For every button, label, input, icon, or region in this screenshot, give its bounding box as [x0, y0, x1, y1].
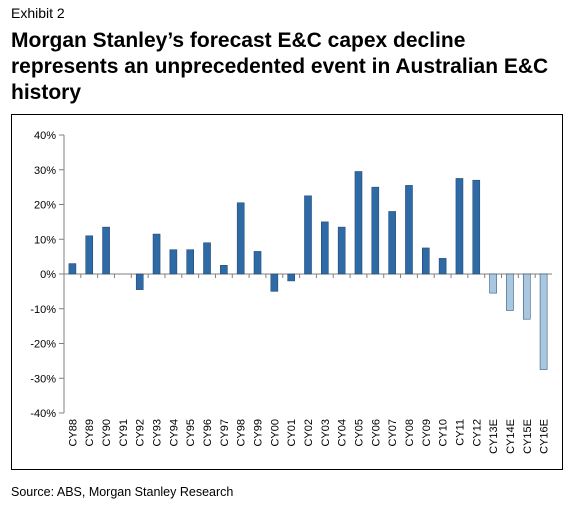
x-tick-label: CY07 [387, 419, 399, 447]
x-tick-label: CY90 [101, 419, 113, 447]
x-tick-label: CY02 [303, 419, 315, 447]
exhibit-label: Exhibit 2 [11, 5, 65, 21]
bar-cy13e [489, 273, 497, 294]
x-axis-labels: CY88 CY89 CY90 CY91 CY92 CY93 CY94 CY95 CY96 CY97… [63, 274, 551, 454]
y-tick-label: 30% [34, 165, 56, 177]
bar-cy07 [388, 211, 396, 275]
y-tick-label: -30% [30, 373, 56, 385]
bar-cy88 [68, 263, 77, 275]
x-tick-label: CY97 [219, 419, 231, 447]
x-tick-label: CY95 [185, 419, 197, 447]
x-tick-label: CY94 [168, 419, 180, 447]
x-tick-label: CY11 [454, 419, 466, 446]
bar-cy14e [506, 273, 514, 311]
x-tick-label: CY91 [118, 419, 130, 447]
x-tick-label: CY01 [286, 419, 298, 447]
bar-cy95 [186, 249, 194, 275]
x-tick-label: CY10 [438, 419, 450, 447]
x-tick-label: CY89 [84, 419, 96, 447]
x-tick-label: CY98 [236, 419, 248, 447]
bar-cy10 [438, 258, 447, 275]
x-tick-label: CY00 [269, 419, 281, 447]
bar-cy00 [270, 273, 279, 292]
x-tick-label: CY99 [253, 419, 265, 447]
x-tick-label: CY12 [471, 419, 483, 447]
x-tick-label: CY96 [202, 419, 214, 447]
bar-cy16e [539, 273, 548, 370]
y-tick-label: 20% [34, 200, 56, 212]
y-tick-label: 40% [34, 130, 56, 142]
x-tick-label: CY15E [522, 419, 534, 454]
bar-cy03 [321, 221, 329, 275]
bar-cy01 [287, 273, 295, 282]
y-tick-label: -40% [30, 408, 56, 420]
bar-cy96 [203, 242, 211, 275]
bar-cy89 [85, 235, 94, 275]
bar-cy08 [405, 185, 413, 275]
bar-cy93 [152, 233, 161, 275]
bar-cy94 [169, 249, 178, 275]
chart-title: Morgan Stanley’s forecast E&C capex decl… [11, 29, 549, 104]
bar-chart: 40%30%20%10%0%-10%-20%-30%-40% CY88 CY89 C… [30, 130, 552, 454]
bar-cy06 [371, 186, 380, 275]
bar-cy04 [337, 226, 346, 275]
bar-cy90 [102, 226, 110, 275]
x-tick-label: CY16E [539, 419, 551, 454]
bar-cy05 [354, 171, 363, 275]
x-tick-label: CY08 [404, 419, 416, 447]
x-tick-label: CY03 [320, 419, 332, 447]
bar-cy12 [472, 179, 481, 275]
x-tick-label: CY92 [135, 419, 147, 447]
bar-cy15e [522, 273, 531, 320]
bar-cy92 [135, 273, 144, 290]
y-tick-label: 0% [40, 269, 56, 281]
x-tick-label: CY14E [505, 419, 517, 454]
y-tick-label: -10% [30, 304, 56, 316]
bar-cy99 [253, 251, 262, 275]
chart-frame: 40% 30% 20% 10% 0% -10% -20% -30% -40% CY88 CY89 C… [11, 114, 563, 470]
bar-cy97 [220, 265, 228, 275]
y-tick-label: -20% [30, 339, 56, 351]
x-tick-label: CY88 [67, 419, 79, 447]
bar-cy98 [236, 202, 245, 275]
bar-series [68, 171, 548, 370]
x-tick-label: CY05 [353, 419, 365, 447]
x-tick-label: CY13E [488, 419, 500, 454]
bar-cy02 [304, 195, 312, 275]
bar-cy11 [455, 178, 464, 275]
source-note: Source: ABS, Morgan Stanley Research [11, 485, 234, 499]
x-tick-label: CY09 [421, 419, 433, 447]
y-axis: 40% 30% 20% 10% 0% -10% -20% -30% -40% [30, 130, 552, 420]
bar-cy09 [422, 247, 430, 275]
x-tick-label: CY04 [337, 419, 349, 447]
x-tick-label: CY93 [152, 419, 164, 447]
y-tick-label: 10% [34, 234, 56, 246]
x-tick-label: CY06 [370, 419, 382, 447]
